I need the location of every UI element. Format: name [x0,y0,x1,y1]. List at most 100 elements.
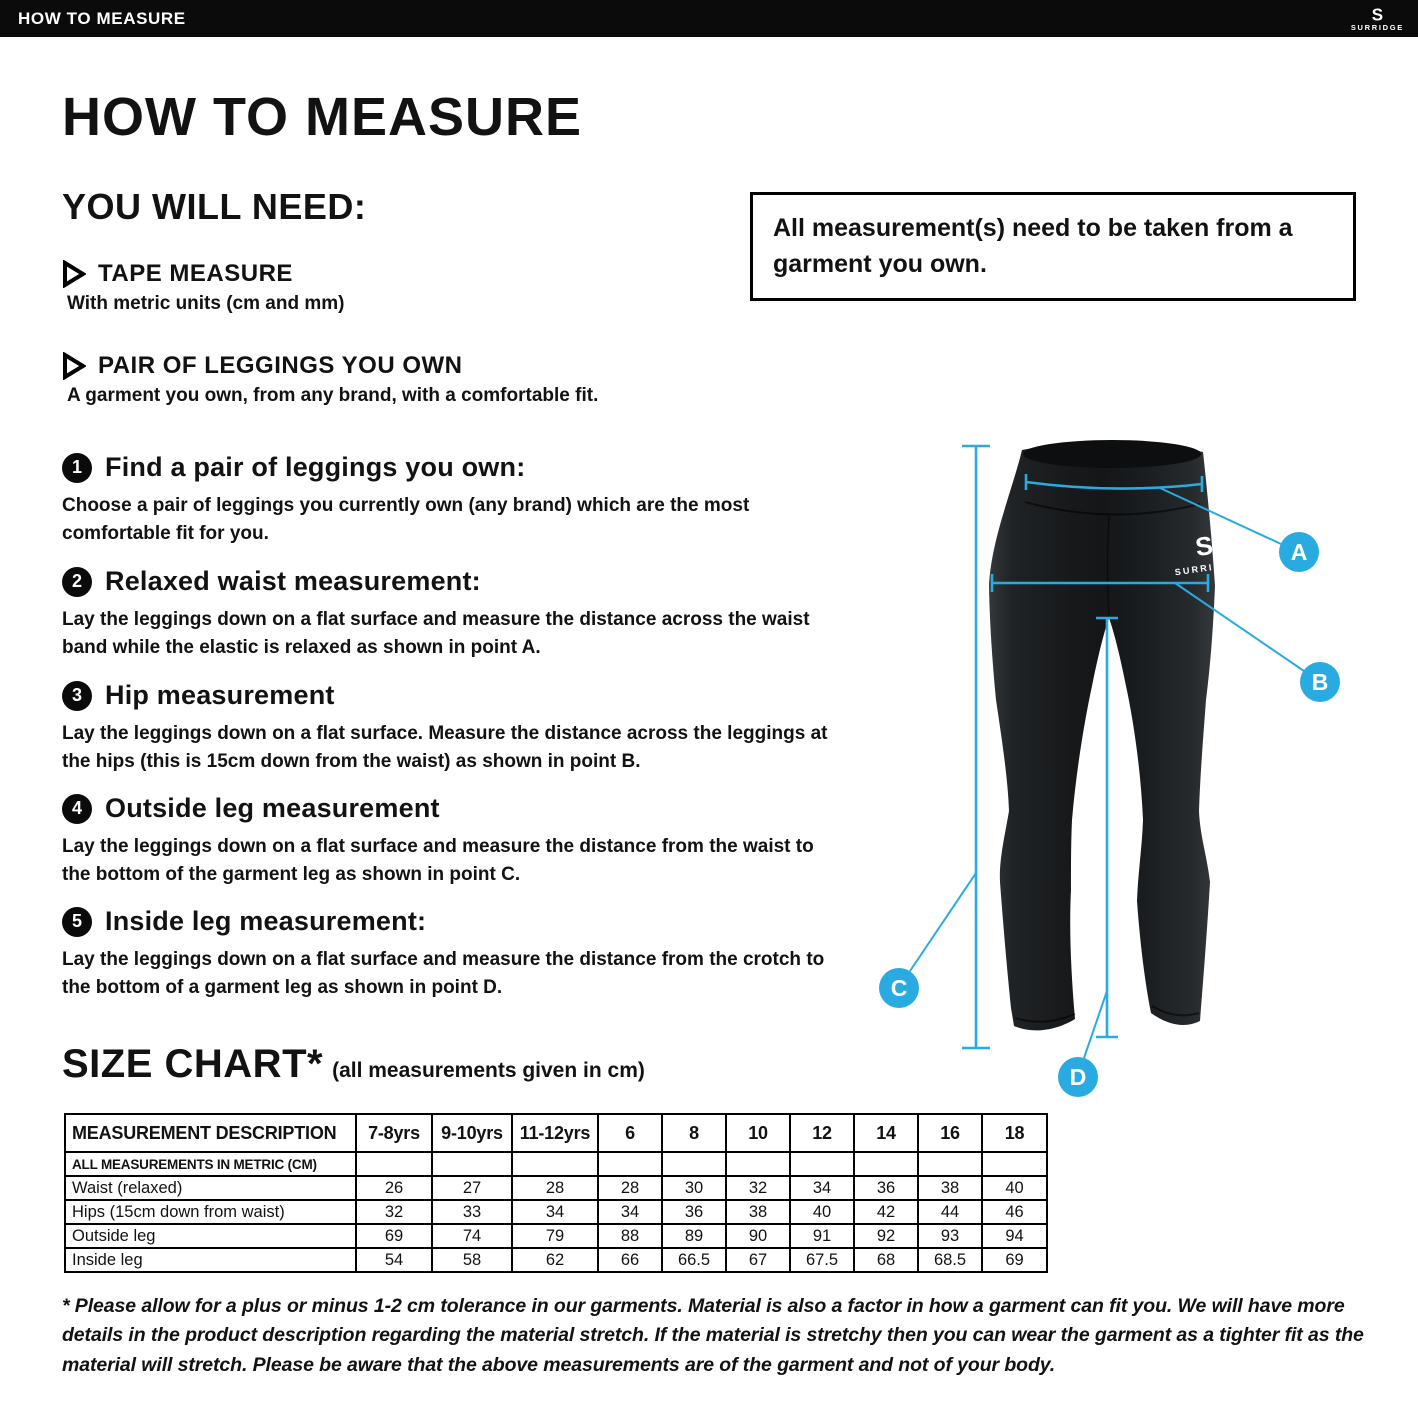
point-badge-D: D [1058,1057,1098,1097]
cell: 69 [355,1223,433,1249]
cell: 46 [981,1199,1048,1225]
step-head: 4 Outside leg measurement [62,793,852,824]
column-header: MEASUREMENT DESCRIPTION [64,1113,357,1153]
cell: 32 [725,1175,791,1201]
cell: 28 [597,1175,663,1201]
step-4: 4 Outside leg measurement Lay the leggin… [62,793,852,888]
cell: 62 [511,1247,599,1273]
row-label: Inside leg [64,1247,357,1273]
step-body: Lay the leggings down on a flat surface.… [62,723,828,772]
step-2: 2 Relaxed waist measurement: Lay the leg… [62,566,852,661]
step-head: 3 Hip measurement [62,680,852,711]
table-header-row: MEASUREMENT DESCRIPTION 7-8yrs 9-10yrs 1… [64,1113,1048,1153]
you-will-need-heading: YOU WILL NEED: [62,186,367,227]
top-bar: HOW TO MEASURE S SURRIDGE [0,0,1418,37]
cell: 26 [355,1175,433,1201]
step-heading: Relaxed waist measurement: [105,566,481,596]
step-number-badge: 2 [62,566,92,597]
cell: 66.5 [661,1247,727,1273]
cell: 91 [789,1223,855,1249]
step-heading: Inside leg measurement: [105,906,427,936]
table-row-hips: Hips (15cm down from waist) 32 33 34 34 … [64,1199,1048,1225]
cell: 94 [981,1223,1048,1249]
cell: 34 [511,1199,599,1225]
cell: 69 [981,1247,1048,1273]
waistband-opening [1023,440,1201,468]
step-number-badge: 3 [62,680,92,711]
cell: 36 [853,1175,919,1201]
table-row-waist: Waist (relaxed) 26 27 28 28 30 32 34 36 … [64,1175,1048,1201]
cell-empty [661,1151,727,1177]
cell-empty [725,1151,791,1177]
table-row-metric-note: ALL MEASUREMENTS IN METRIC (CM) [64,1151,1048,1177]
surridge-logo: S SURRIDGE [1350,5,1404,32]
leggings-measurement-diagram: S SURRIDGE A B C [879,440,1340,1097]
cell-empty [853,1151,919,1177]
need-item-label: PAIR OF LEGGINGS YOU OWN [98,352,463,379]
svg-text:D: D [1070,1064,1087,1090]
cell: 74 [431,1223,513,1249]
size-chart-heading: SIZE CHART* (all measurements given in c… [62,1042,645,1087]
step-number-badge: 5 [62,906,92,937]
top-bar-title: HOW TO MEASURE [18,8,186,28]
garment-surridge-s-icon: S [1193,530,1214,562]
need-item-description: With metric units (cm and mm) [67,293,345,314]
step-heading: Hip measurement [105,680,335,710]
cell: 32 [355,1199,433,1225]
column-header: 9-10yrs [431,1113,513,1153]
cell: 33 [431,1199,513,1225]
point-badge-B: B [1300,662,1340,702]
leggings-illustration: S SURRIDGE [989,440,1240,1031]
cell: 90 [725,1223,791,1249]
cell: 36 [661,1199,727,1225]
size-chart-title: SIZE CHART* [62,1042,324,1086]
column-header: 6 [597,1113,663,1153]
point-badges: A B C D [879,532,1340,1097]
step-body: Choose a pair of leggings you currently … [62,495,750,544]
need-item-head: TAPE MEASURE [62,260,344,288]
leader-lines [909,487,1305,1059]
cell: 42 [853,1199,919,1225]
triangle-bullet-icon [63,352,86,380]
page-title: HOW TO MEASURE [62,87,583,147]
cell: 67 [725,1247,791,1273]
step-heading: Find a pair of leggings you own: [105,452,526,482]
surridge-wordmark: SURRIDGE [1350,22,1404,32]
need-item-description: A garment you own, from any brand, with … [67,385,599,406]
cell-empty [431,1151,513,1177]
cell: 28 [511,1175,599,1201]
cell: 34 [789,1175,855,1201]
column-header: 10 [725,1113,791,1153]
point-badge-A: A [1279,532,1319,572]
step-body: Lay the leggings down on a flat surface … [62,609,810,658]
step-head: 5 Inside leg measurement: [62,906,852,937]
step-number-badge: 1 [62,452,92,483]
cell: 66 [597,1247,663,1273]
svg-text:C: C [891,975,908,1001]
table-row-inside-leg: Inside leg 54 58 62 66 66.5 67 67.5 68 6… [64,1247,1048,1273]
cell: 38 [725,1199,791,1225]
column-header: 12 [789,1113,855,1153]
table-row-outside-leg: Outside leg 69 74 79 88 89 90 91 92 93 9… [64,1223,1048,1249]
cell: 27 [431,1175,513,1201]
cell: 68 [853,1247,919,1273]
step-3: 3 Hip measurement Lay the leggings down … [62,680,852,775]
cell: 89 [661,1223,727,1249]
need-item-tape-measure: TAPE MEASURE With metric units (cm and m… [62,260,344,315]
step-1: 1 Find a pair of leggings you own: Choos… [62,452,852,547]
column-header: 16 [917,1113,983,1153]
row-label: Hips (15cm down from waist) [64,1199,357,1225]
cell: 93 [917,1223,983,1249]
waist-line-A [1024,474,1204,492]
cell: 38 [917,1175,983,1201]
cell: 79 [511,1223,599,1249]
step-head: 1 Find a pair of leggings you own: [62,452,852,483]
cell: 40 [789,1199,855,1225]
cell-empty [355,1151,433,1177]
row-label: Waist (relaxed) [64,1175,357,1201]
step-body: Lay the leggings down on a flat surface … [62,836,814,885]
step-heading: Outside leg measurement [105,793,440,823]
svg-text:A: A [1291,539,1308,565]
cell: 67.5 [789,1247,855,1273]
